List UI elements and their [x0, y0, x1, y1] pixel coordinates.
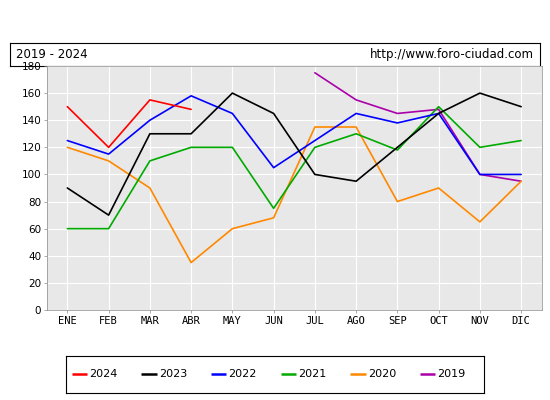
2020: [106, 158, 112, 163]
2022: [518, 172, 525, 177]
2021: [518, 138, 525, 143]
2020: [271, 216, 277, 220]
2023: [394, 145, 400, 150]
2023: [146, 131, 153, 136]
2021: [436, 104, 442, 109]
2021: [229, 145, 235, 150]
Text: 2021: 2021: [298, 370, 326, 379]
Text: 2019: 2019: [437, 370, 465, 379]
2023: [518, 104, 525, 109]
Line: 2019: 2019: [315, 73, 521, 181]
Text: 2019 - 2024: 2019 - 2024: [16, 48, 88, 61]
2019: [353, 98, 360, 102]
2021: [146, 158, 153, 163]
2024: [106, 145, 112, 150]
2022: [146, 118, 153, 123]
2023: [353, 179, 360, 184]
2020: [311, 125, 318, 130]
Line: 2022: 2022: [67, 96, 521, 174]
Line: 2020: 2020: [67, 127, 521, 262]
2021: [353, 131, 360, 136]
2021: [64, 226, 70, 231]
2019: [518, 179, 525, 184]
2023: [476, 91, 483, 96]
2021: [394, 148, 400, 152]
2019: [311, 70, 318, 75]
2019: [436, 107, 442, 112]
2020: [436, 186, 442, 190]
2023: [188, 131, 195, 136]
2021: [106, 226, 112, 231]
2019: [394, 111, 400, 116]
Text: 2023: 2023: [158, 370, 187, 379]
2023: [106, 213, 112, 218]
2021: [271, 206, 277, 211]
2022: [311, 138, 318, 143]
2020: [518, 179, 525, 184]
2024: [188, 107, 195, 112]
2022: [271, 165, 277, 170]
2022: [476, 172, 483, 177]
2024: [146, 98, 153, 102]
2022: [229, 111, 235, 116]
Line: 2024: 2024: [67, 100, 191, 147]
2020: [64, 145, 70, 150]
2021: [188, 145, 195, 150]
Text: 2020: 2020: [367, 370, 396, 379]
2022: [436, 111, 442, 116]
2022: [394, 120, 400, 125]
2023: [311, 172, 318, 177]
2024: [64, 104, 70, 109]
2020: [476, 220, 483, 224]
Text: Evolucion Nº Turistas Extranjeros en el municipio de Torrelavit: Evolucion Nº Turistas Extranjeros en el …: [48, 14, 502, 28]
2023: [229, 91, 235, 96]
2023: [436, 111, 442, 116]
2023: [271, 111, 277, 116]
Text: 2022: 2022: [228, 370, 257, 379]
2021: [311, 145, 318, 150]
2020: [146, 186, 153, 190]
2020: [229, 226, 235, 231]
2022: [188, 94, 195, 98]
Line: 2021: 2021: [67, 107, 521, 229]
2019: [476, 172, 483, 177]
2022: [106, 152, 112, 156]
2022: [64, 138, 70, 143]
2020: [394, 199, 400, 204]
2023: [64, 186, 70, 190]
2020: [353, 125, 360, 130]
Text: http://www.foro-ciudad.com: http://www.foro-ciudad.com: [370, 48, 534, 61]
2021: [476, 145, 483, 150]
Text: 2024: 2024: [89, 370, 117, 379]
Line: 2023: 2023: [67, 93, 521, 215]
2022: [353, 111, 360, 116]
2020: [188, 260, 195, 265]
